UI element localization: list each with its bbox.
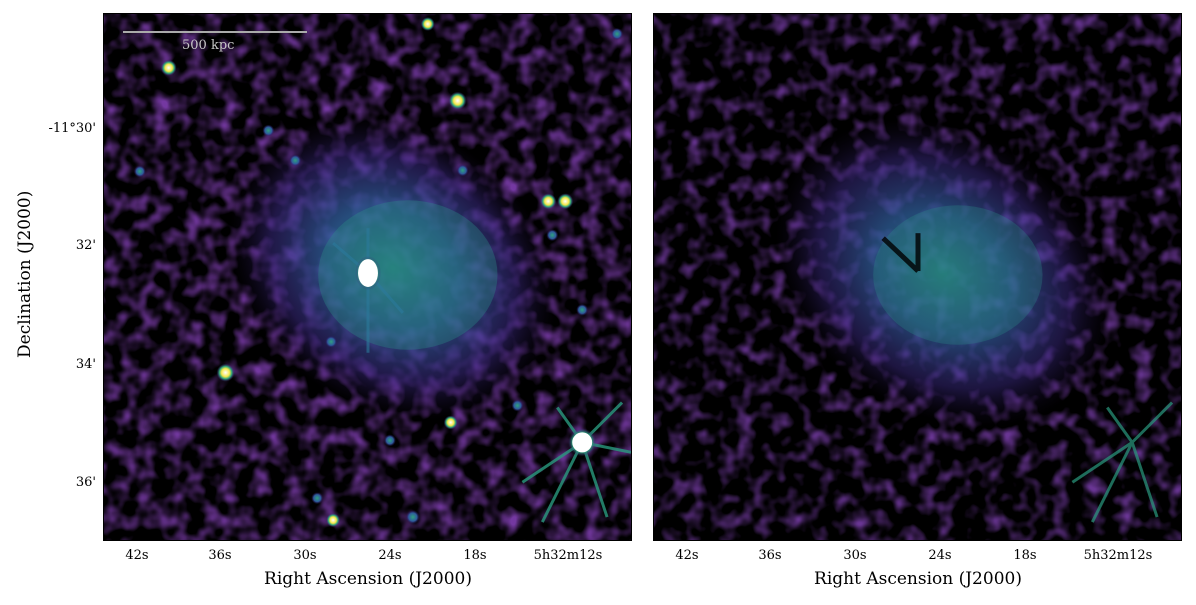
x-tick-label: 18s [1013,548,1037,563]
x-axis-label: Right Ascension (J2000) [264,569,472,589]
radio-image-right [654,14,1181,540]
x-tick-label: 18s [463,548,487,563]
x-tick-label: 36s [758,548,782,563]
x-tick-label: 24s [928,548,952,563]
radio-image-panel-right [653,13,1182,541]
y-tick-label: -11°30' [48,121,96,136]
x-tick-label: 24s [378,548,402,563]
x-tick-label: 5h32m12s [533,548,603,563]
x-tick-label: 42s [675,548,699,563]
x-tick-label: 42s [125,548,149,563]
x-tick-label: 36s [208,548,232,563]
x-tick-label: 5h32m12s [1083,548,1153,563]
scale-bar [123,31,307,33]
x-axis-label: Right Ascension (J2000) [814,569,1022,589]
y-axis-label: Declination (J2000) [15,190,35,358]
radio-image-panel-left: 500 kpc [103,13,632,541]
y-tick-label: 32' [75,238,96,253]
x-tick-label: 30s [293,548,317,563]
scale-bar-label: 500 kpc [182,38,235,53]
x-tick-label: 30s [843,548,867,563]
radio-image-left [104,14,631,540]
y-tick-label: 34' [75,357,96,372]
y-tick-label: 36' [75,475,96,490]
